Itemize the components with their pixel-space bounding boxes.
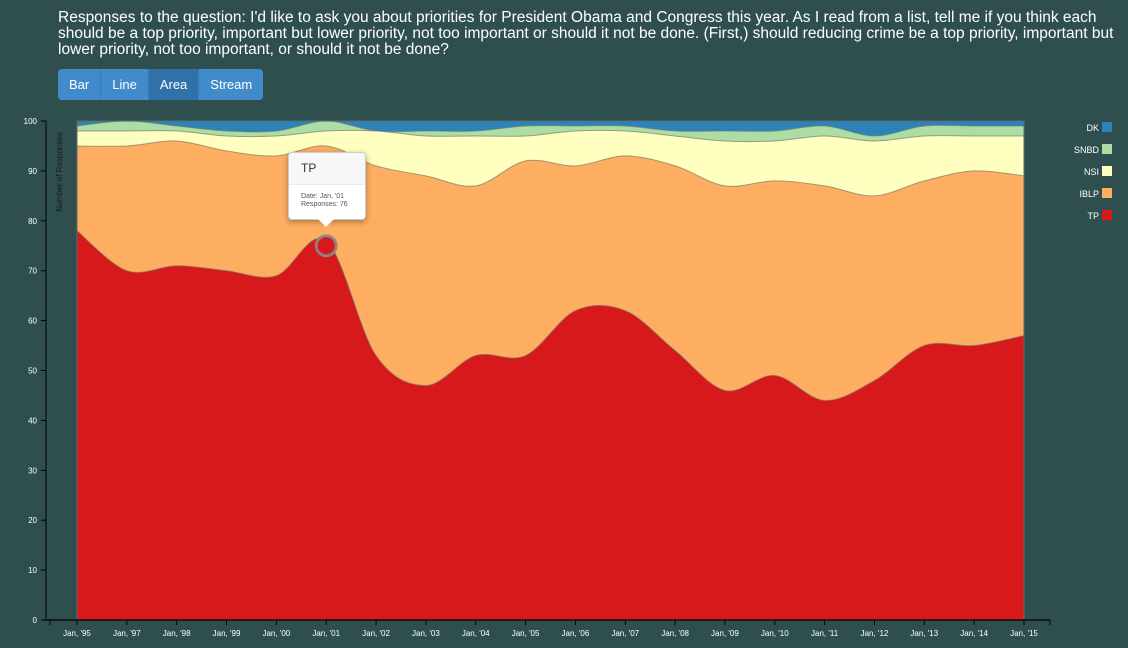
x-tick-label: Jan, '98 <box>163 629 191 638</box>
legend-item-dk[interactable]: DK <box>1086 122 1112 133</box>
x-tick-label: Jan, '07 <box>611 629 639 638</box>
x-tick-label: Jan, '12 <box>861 629 889 638</box>
tooltip-arrow <box>318 219 334 227</box>
y-tick-label: 90 <box>28 167 37 176</box>
y-tick-label: 40 <box>28 416 37 425</box>
y-tick-label: 20 <box>28 516 37 525</box>
x-tick-label: Jan, '97 <box>113 629 141 638</box>
bar-button[interactable]: Bar <box>58 69 102 100</box>
x-tick-label: Jan, '03 <box>412 629 440 638</box>
y-tick-label: 50 <box>28 367 37 376</box>
legend-label: DK <box>1086 123 1099 133</box>
tooltip-date: Date: Jan, '01 <box>301 193 344 200</box>
x-tick-label: Jan, '10 <box>761 629 789 638</box>
tooltip-responses: Responses: 76 <box>301 201 348 208</box>
legend-swatch <box>1102 144 1112 154</box>
y-axis-title: Number of Responses <box>55 132 64 212</box>
hover-marker <box>314 234 338 258</box>
y-tick-label: 80 <box>28 217 37 226</box>
legend-label: SNBD <box>1074 145 1100 155</box>
stream-button[interactable]: Stream <box>199 69 264 100</box>
x-tick-label: Jan, '01 <box>312 629 340 638</box>
legend: DK SNBD NSI IBLP TP <box>1074 122 1112 221</box>
y-tick-label: 70 <box>28 267 37 276</box>
chart-type-toggle: Bar Line Area Stream <box>58 69 264 100</box>
y-tick-label: 30 <box>28 466 37 475</box>
axes: 0 10 20 30 40 50 60 70 80 90 100 Jan, '95 Jan, '97 Ja… <box>24 117 1051 638</box>
y-tick-label: 10 <box>28 566 37 575</box>
hover-point[interactable] <box>314 234 338 258</box>
area-tp[interactable] <box>76 229 1025 621</box>
x-tick-label: Jan, '05 <box>512 629 540 638</box>
legend-item-iblp[interactable]: IBLP <box>1079 188 1112 199</box>
legend-label: TP <box>1087 211 1099 221</box>
x-tick-label: Jan, '14 <box>960 629 988 638</box>
x-tick-label: Jan, '04 <box>462 629 490 638</box>
y-tick-label: 0 <box>33 616 38 625</box>
area-button[interactable]: Area <box>148 69 200 100</box>
legend-swatch <box>1102 122 1112 132</box>
legend-swatch <box>1102 210 1112 220</box>
legend-item-snbd[interactable]: SNBD <box>1074 144 1112 155</box>
x-tick-label: Jan, '06 <box>562 629 590 638</box>
line-button[interactable]: Line <box>101 69 149 100</box>
x-tick-label: Jan, '15 <box>1010 629 1038 638</box>
x-tick-label: Jan, '09 <box>711 629 739 638</box>
x-tick-label: Jan, '00 <box>262 629 290 638</box>
legend-label: NSI <box>1084 167 1099 177</box>
legend-swatch <box>1102 166 1112 176</box>
x-tick-label: Jan, '95 <box>63 629 91 638</box>
tooltip-title: TP <box>289 153 365 185</box>
x-tick-label: Jan, '13 <box>910 629 938 638</box>
legend-label: IBLP <box>1079 189 1099 199</box>
tooltip: TP Date: Jan, '01 Responses: 76 <box>288 152 366 227</box>
y-tick-label: 60 <box>28 317 37 326</box>
x-tick-label: Jan, '11 <box>811 629 839 638</box>
area-layers <box>76 120 1025 621</box>
question-text: Responses to the question: I'd like to a… <box>58 9 1114 58</box>
legend-swatch <box>1102 188 1112 198</box>
legend-item-tp[interactable]: TP <box>1087 210 1112 221</box>
x-tick-label: Jan, '02 <box>362 629 390 638</box>
legend-item-nsi[interactable]: NSI <box>1084 166 1112 177</box>
y-tick-label: 100 <box>24 117 38 126</box>
x-tick-label: Jan, '08 <box>661 629 689 638</box>
x-tick-label: Jan, '99 <box>213 629 241 638</box>
